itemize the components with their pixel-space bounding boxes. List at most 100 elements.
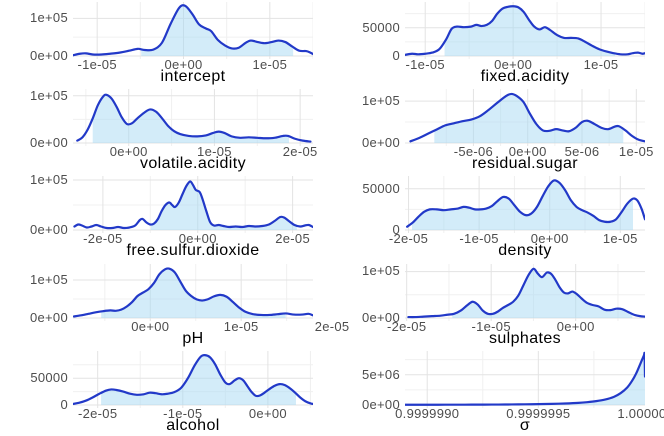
density-fill [434,94,624,144]
density-line [73,353,313,405]
facet-density: 0 50000 -2e-05 -1e-05 0e+00 1e-05 density [332,174,664,261]
density-fill [452,268,633,318]
x-tick-label: -2e-05 [77,405,118,421]
density-line [405,351,645,406]
y-tick-label: 0e+00 [361,135,400,151]
x-tick-label: -5e-06 [453,144,494,160]
y-tick-label: 1e+05 [361,263,400,279]
x-axis-title: σ [519,416,531,434]
x-tick-label: 2e-05 [282,144,318,160]
x-tick-label: 2e-05 [275,231,310,247]
y-tick-label: 1e+05 [29,172,68,188]
x-tick-label: -1e-05 [77,57,117,72]
density-panel [73,2,313,59]
x-tick-label: 0.9999990 [395,405,460,421]
x-tick-label: -2e-05 [83,231,123,247]
y-tick-label: 1e+05 [29,10,68,26]
x-tick-label: 0e+00 [494,57,533,72]
y-tick-label: 0 [392,222,400,238]
density-fill [101,267,286,318]
x-tick-label: 1e-05 [618,144,654,160]
facet-sulphates: 0e+00 1e+05 -2e-05 -1e-05 0e+00 sulphates [332,262,664,349]
x-axis-title: free.sulfur.dioxide [126,242,260,260]
density-line [406,179,645,229]
facet-alcohol: 0 50000 -2e-05 -1e-05 0e+00 alcohol [0,349,332,436]
density-line [73,180,313,230]
density-panel [73,350,313,408]
y-tick-label: 0e+00 [29,135,68,151]
x-axis-title: residual.sugar [471,155,579,173]
facet-σ: 0e+00 5e+06 0.9999990 0.9999995 1.0000000 σ [332,349,664,436]
x-tick-label: 0e+00 [164,57,203,72]
x-tick-label: 0e+00 [248,405,287,421]
y-tick-label: 0 [60,396,68,412]
y-tick-label: 1e+05 [29,271,68,287]
y-tick-label: 1e+05 [361,93,400,109]
x-tick-label: -1e-05 [163,405,203,421]
density-panel [73,176,313,234]
x-axis-title: intercept [160,68,226,85]
density-fill [92,94,290,144]
x-tick-label: 2e-05 [314,318,350,334]
x-tick-label: 1e-05 [197,144,232,160]
x-tick-label: 1e-05 [583,57,619,72]
y-tick-label: 0e+00 [361,309,400,325]
density-fill [505,352,645,405]
density-panel [405,350,645,408]
x-tick-label: 0.9999995 [506,405,571,421]
x-tick-label: 1e-05 [252,57,288,72]
x-tick-label: -2e-05 [386,318,427,334]
y-tick-label: 0e+00 [29,222,68,238]
facet-pH: 0e+00 1e+05 0e+00 1e-05 2e-05 pH [0,262,349,349]
density-fill [150,181,297,231]
x-tick-label: 1.0000000 [617,405,664,421]
x-tick-label: 0e+00 [109,144,148,160]
x-tick-label: 1e-05 [602,231,638,247]
y-tick-label: 0 [392,48,400,63]
x-tick-label: 0e+00 [530,231,569,247]
facet-volatile.acidity: 0e+00 1e+05 0e+00 1e-05 2e-05 volatile.acidit… [0,87,332,174]
x-tick-label: -1e-05 [471,318,511,334]
y-tick-label: 50000 [362,181,400,197]
density-panel [73,263,313,321]
x-tick-label: -2e-05 [388,231,429,247]
x-tick-label: -1e-05 [405,57,445,72]
y-tick-label: 1e+05 [29,87,68,103]
y-tick-label: 50000 [30,369,68,385]
x-tick-label: -1e-05 [459,231,499,247]
x-tick-label: 0e+00 [556,318,595,334]
x-tick-label: 0e+00 [131,318,170,334]
x-axis-title: density [498,242,552,260]
density-line [76,93,312,143]
density-panel [405,263,645,321]
y-tick-label: 0e+00 [29,48,68,63]
y-tick-label: 0e+00 [361,396,400,412]
density-fill [444,6,616,56]
x-axis-title: alcohol [166,416,220,434]
density-line [405,5,645,56]
y-tick-label: 5e+06 [361,366,400,382]
density-fill [141,5,294,56]
density-line [73,4,313,57]
facet-free.sulfur.dioxide: 0e+00 1e+05 -2e-05 0e+00 2e-05 free.sulfur.di… [0,172,332,261]
x-axis-title: sulphates [488,329,562,347]
facet-residual.sugar: 0e+00 1e+05 -5e-06 0e+00 5e-06 1e-05 residual.… [332,87,664,174]
x-tick-label: 5e-06 [564,144,600,160]
density-fill [101,354,296,405]
density-line [407,267,645,318]
facet-intercept: 0e+00 1e+05 -1e-05 0e+00 1e-05 intercept [0,0,332,87]
density-panel [405,89,645,147]
x-axis-title: pH [182,329,204,347]
x-axis-title: fixed.acidity [480,68,570,85]
density-panel [405,176,645,234]
density-panel [405,2,645,59]
x-tick-label: 0e+00 [178,231,217,247]
density-fill [412,180,634,231]
x-tick-label: 0e+00 [508,144,547,160]
facet-fixed.acidity: 0 50000 -1e-05 0e+00 1e-05 fixed.acidity [332,0,664,87]
density-line [73,266,313,318]
x-axis-title: volatile.acidity [139,155,246,173]
density-line [409,93,645,143]
x-tick-label: 1e-05 [223,318,259,334]
